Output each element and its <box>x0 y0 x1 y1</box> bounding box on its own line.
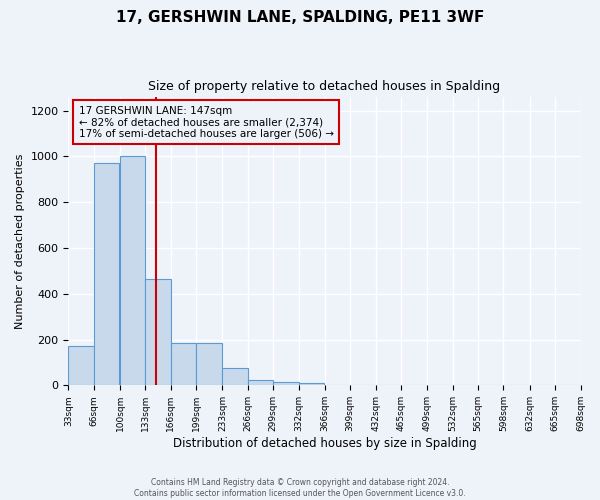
Bar <box>299 383 324 386</box>
Bar <box>94 164 119 386</box>
X-axis label: Distribution of detached houses by size in Spalding: Distribution of detached houses by size … <box>173 437 476 450</box>
Bar <box>223 368 248 386</box>
Bar <box>196 343 221 386</box>
Text: 17 GERSHWIN LANE: 147sqm
← 82% of detached houses are smaller (2,374)
17% of sem: 17 GERSHWIN LANE: 147sqm ← 82% of detach… <box>79 106 334 139</box>
Text: Contains HM Land Registry data © Crown copyright and database right 2024.
Contai: Contains HM Land Registry data © Crown c… <box>134 478 466 498</box>
Text: 17, GERSHWIN LANE, SPALDING, PE11 3WF: 17, GERSHWIN LANE, SPALDING, PE11 3WF <box>116 10 484 25</box>
Bar <box>273 382 299 386</box>
Bar <box>171 343 196 386</box>
Bar <box>248 380 273 386</box>
Bar <box>145 279 171 386</box>
Y-axis label: Number of detached properties: Number of detached properties <box>15 154 25 329</box>
Title: Size of property relative to detached houses in Spalding: Size of property relative to detached ho… <box>148 80 500 93</box>
Bar <box>120 156 145 386</box>
Bar <box>68 346 94 386</box>
